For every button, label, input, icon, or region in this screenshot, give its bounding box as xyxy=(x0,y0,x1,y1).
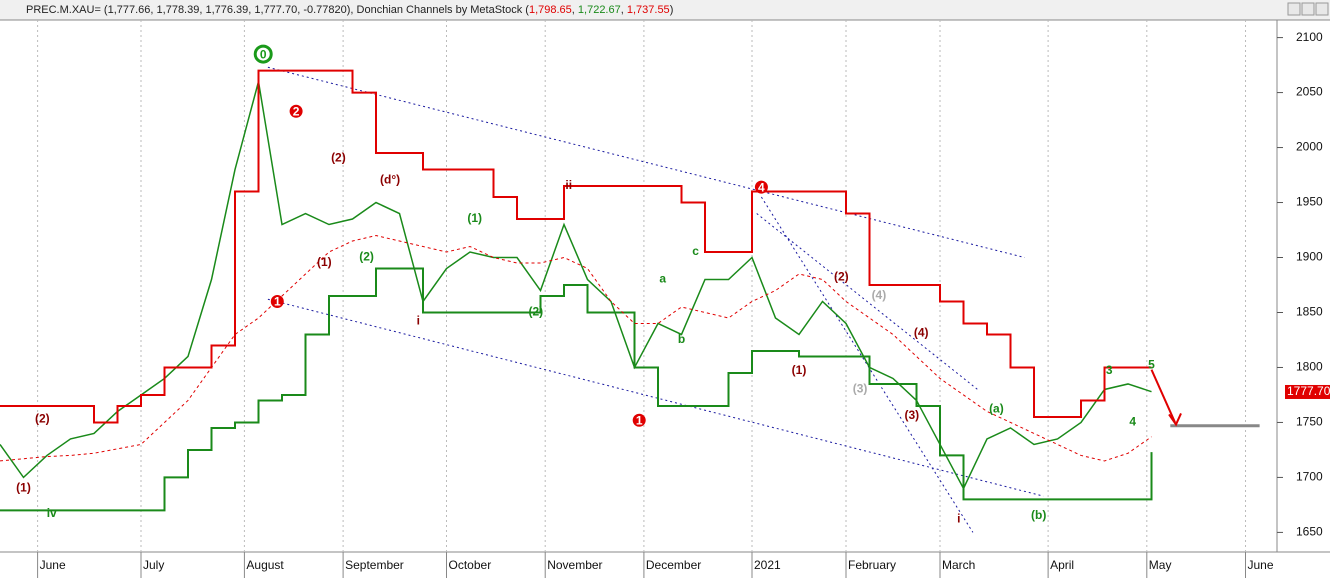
wave-label: 3 xyxy=(1106,363,1113,377)
wave-label: (1) xyxy=(792,363,807,377)
wave-label: (2) xyxy=(834,269,849,283)
target-arrow xyxy=(1150,369,1176,423)
header-bar xyxy=(0,0,1330,20)
y-tick-label: 1800 xyxy=(1296,360,1323,374)
trendline xyxy=(267,298,1044,497)
wave-label: (d°) xyxy=(380,173,400,187)
x-tick-label: September xyxy=(345,558,404,572)
wave-label: b xyxy=(678,332,685,346)
header-symbol: PREC.M.XAU= (1,777.66, 1,778.39, 1,776.3… xyxy=(26,4,529,16)
header-middle: 1,737.55 xyxy=(627,4,670,16)
plot-area: June July August September October November De… xyxy=(0,20,1323,578)
y-tick-label: 1850 xyxy=(1296,305,1323,319)
trendline xyxy=(267,66,1025,258)
series-line xyxy=(0,235,1152,462)
wave-label: 0 xyxy=(260,47,267,61)
x-tick-label: November xyxy=(547,558,602,572)
wave-label: 4 xyxy=(758,180,765,194)
wave-marker xyxy=(632,413,646,427)
wave-label: (1) xyxy=(467,211,482,225)
wave-label: i xyxy=(957,511,960,525)
wave-label: (1) xyxy=(16,481,31,495)
y-tick-label: 2100 xyxy=(1296,30,1323,44)
wave-marker xyxy=(253,44,273,64)
header-upper: 1,798.65 xyxy=(529,4,572,16)
wave-marker xyxy=(270,294,284,308)
last-price-box xyxy=(1285,384,1330,399)
wave-marker xyxy=(289,104,303,118)
wave-label: i xyxy=(417,313,420,327)
wave-label: (4) xyxy=(914,326,929,340)
header-lower: 1,722.67 xyxy=(578,4,621,16)
wave-label: (2) xyxy=(35,411,50,425)
y-tick-label: 1700 xyxy=(1296,470,1323,484)
wave-label: 1 xyxy=(274,295,281,309)
wave-label: (3) xyxy=(853,382,868,396)
wave-label: 2 xyxy=(293,104,300,118)
header-text: PREC.M.XAU= (1,777.66, 1,778.39, 1,776.3… xyxy=(26,4,673,16)
x-tick-label: August xyxy=(246,558,284,572)
wave-label: a xyxy=(659,272,666,286)
wave-marker xyxy=(754,180,768,194)
x-tick-label: July xyxy=(143,558,164,572)
wave-label: 1 xyxy=(636,413,643,427)
wave-label: (2) xyxy=(528,305,543,319)
y-tick-label: 2050 xyxy=(1296,85,1323,99)
wave-label: c xyxy=(692,244,699,258)
series-line xyxy=(0,81,1152,491)
y-tick-label: 2000 xyxy=(1296,140,1323,154)
minimize-button[interactable] xyxy=(1287,2,1301,16)
y-tick-label: 1900 xyxy=(1296,250,1323,264)
series-line xyxy=(0,69,1152,424)
y-tick-label: 1750 xyxy=(1296,415,1323,429)
x-tick-label: March xyxy=(942,558,975,572)
wave-label: (4) xyxy=(872,288,887,302)
y-tick-label: 1950 xyxy=(1296,195,1323,209)
wave-label: iv xyxy=(47,506,57,520)
wave-label: (2) xyxy=(331,151,346,165)
y-tick-label: 1650 xyxy=(1296,525,1323,539)
trendline xyxy=(760,196,974,533)
wave-label: 5 xyxy=(1148,357,1155,371)
wave-label: (2) xyxy=(359,250,374,264)
wave-label: (b) xyxy=(1031,508,1046,522)
x-tick-label: June xyxy=(1248,558,1274,572)
x-tick-label: June xyxy=(40,558,66,572)
x-tick-label: December xyxy=(646,558,701,572)
wave-label: (1) xyxy=(317,255,332,269)
wave-label: (a) xyxy=(989,401,1004,415)
arrow-head xyxy=(1168,413,1182,427)
trendline xyxy=(756,213,978,390)
close-button[interactable] xyxy=(1315,2,1329,16)
x-tick-label: 2021 xyxy=(754,558,781,572)
header-close: ) xyxy=(670,4,674,16)
wave-label: 4 xyxy=(1129,415,1136,429)
last-price-label: 1777.705 xyxy=(1287,384,1330,398)
x-tick-label: April xyxy=(1050,558,1074,572)
wave-label: ii xyxy=(565,178,572,192)
wave-label: (3) xyxy=(904,408,919,422)
restore-button[interactable] xyxy=(1301,2,1315,16)
x-tick-label: February xyxy=(848,558,896,572)
series-line xyxy=(0,267,1153,512)
x-tick-label: October xyxy=(449,558,492,572)
x-tick-label: May xyxy=(1149,558,1172,572)
